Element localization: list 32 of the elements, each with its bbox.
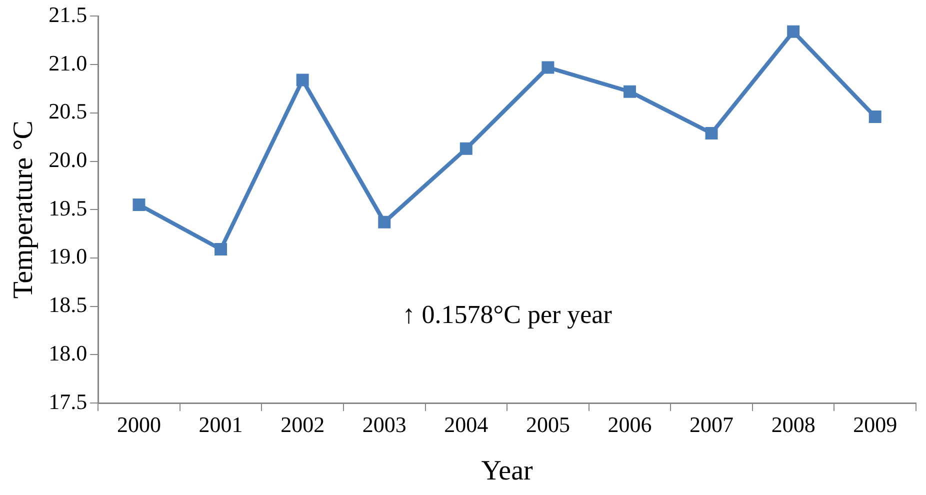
y-tick-label: 18.5 (48, 292, 88, 318)
point (460, 142, 472, 155)
point (868, 110, 882, 124)
y-tick-label: 20.0 (48, 147, 88, 172)
x-tick-label: 2002 (280, 412, 325, 437)
x-tick-label: 2009 (853, 412, 898, 437)
point (623, 85, 636, 98)
point (705, 126, 718, 140)
x-tick-label: 2001 (198, 412, 243, 437)
point (296, 74, 309, 86)
y-tick-label: 19.5 (48, 195, 88, 220)
y-tick-label: 21.5 (48, 2, 88, 27)
x-tick-label: 2008 (771, 412, 816, 437)
y-tick-label: 20.5 (48, 98, 88, 124)
point (378, 216, 391, 228)
y-tick-label: 17.5 (48, 388, 88, 414)
x-tick-label: 2006 (608, 412, 652, 437)
x-tick-label: 2000 (116, 412, 161, 437)
y-axis-title: Temperature °C (8, 120, 40, 299)
point (787, 25, 800, 38)
point (132, 198, 146, 212)
x-tick-label: 2007 (690, 412, 734, 437)
x-tick-label: 2005 (526, 412, 570, 437)
x-tick-label: 2003 (362, 412, 406, 437)
y-tick-label: 21.0 (48, 50, 88, 76)
x-axis-title: Year (481, 456, 534, 487)
point (542, 61, 554, 74)
y-tick-label: 19.0 (48, 244, 88, 269)
point (214, 243, 228, 256)
y-tick-label: 18.0 (48, 340, 88, 366)
x-tick-label: 2004 (444, 412, 488, 437)
annotation: ↑ 0.1578°C per year (402, 300, 612, 329)
